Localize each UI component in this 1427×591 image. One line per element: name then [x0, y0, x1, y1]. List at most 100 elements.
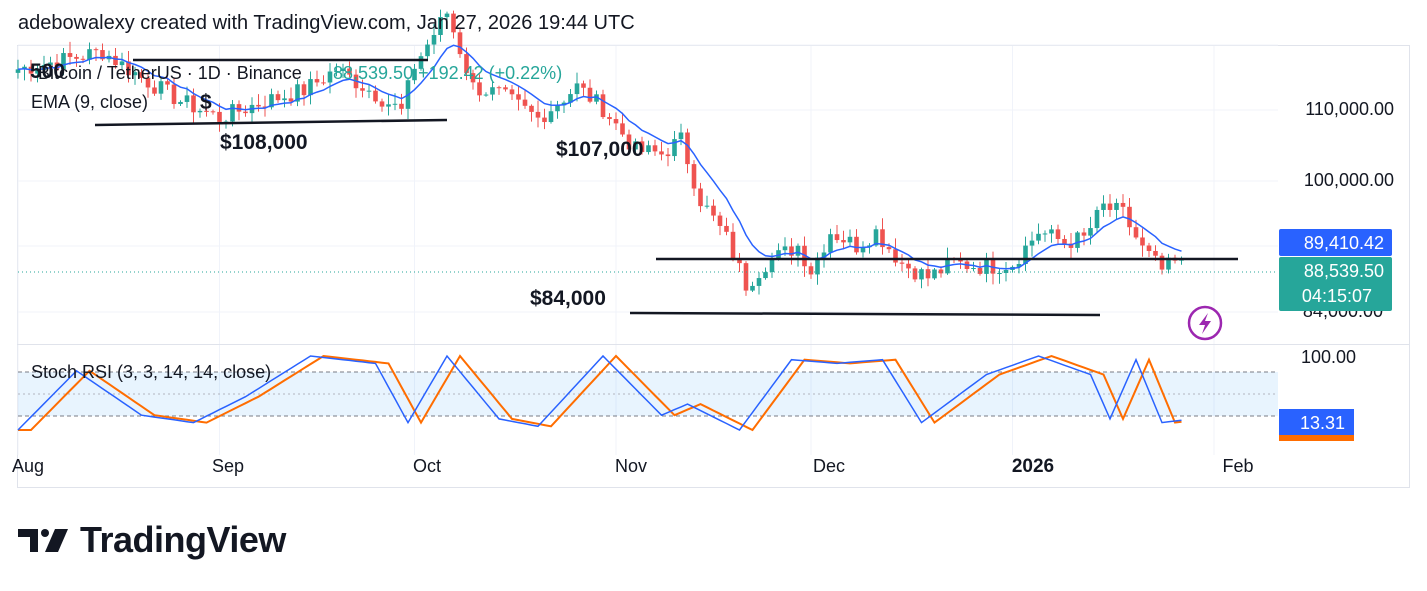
time-label-2026: 2026 [1012, 456, 1054, 477]
lightning-icon[interactable] [1187, 305, 1223, 341]
legend-symbol[interactable]: Bitcoin / TetherUS · 1D · Binance [38, 63, 302, 83]
candle [730, 223, 736, 262]
candle [685, 128, 690, 174]
candle [971, 261, 976, 272]
candle [1166, 253, 1171, 274]
trendline-108k[interactable] [94, 118, 448, 127]
candle [626, 129, 632, 152]
chart-caption: adebowalexy created with TradingView.com… [18, 12, 635, 34]
candle [314, 70, 320, 87]
candle [477, 74, 482, 102]
candle [1042, 230, 1048, 242]
candle [275, 90, 281, 103]
candle [1055, 224, 1061, 245]
candle [67, 41, 73, 65]
candle [789, 238, 794, 265]
candle [249, 97, 255, 124]
candle [665, 147, 671, 167]
candle [152, 80, 157, 96]
candle [1146, 242, 1152, 258]
stoch-rsi-label[interactable]: Stoch RSI (3, 3, 14, 14, close) [31, 362, 271, 382]
main-grid [17, 44, 1278, 344]
candle [1049, 225, 1054, 243]
candle [1036, 223, 1041, 245]
candle [1062, 235, 1067, 249]
annotation-107k: $107,000 [556, 138, 644, 161]
candle [932, 268, 937, 280]
candle [425, 39, 430, 62]
candle [659, 141, 664, 161]
candle [93, 47, 99, 61]
candle [145, 72, 151, 98]
candle [483, 92, 489, 97]
candle [1114, 198, 1119, 220]
candle [1016, 259, 1022, 274]
time-label-oct: Oct [413, 456, 441, 476]
candle [535, 100, 541, 128]
candle [691, 160, 697, 196]
candle [340, 63, 346, 78]
candle [301, 81, 307, 106]
countdown-label: 04:15:07 [1302, 286, 1372, 306]
candle [1101, 195, 1106, 217]
candle [711, 199, 716, 222]
candle [919, 267, 924, 289]
candle [574, 72, 580, 102]
candle [321, 75, 326, 86]
candle [516, 86, 521, 111]
candle [74, 54, 79, 67]
candle [997, 268, 1002, 284]
candle [412, 64, 417, 85]
stoch-k-line [17, 354, 1182, 431]
legend-overlay-char: $ [200, 91, 212, 114]
candle [405, 77, 411, 120]
candle [496, 85, 502, 95]
candle [529, 104, 534, 122]
candle [633, 138, 638, 153]
candle [1094, 206, 1100, 233]
candle [977, 261, 983, 276]
time-label-dec: Dec [813, 456, 845, 476]
ema-price-badge [1279, 229, 1392, 256]
candle [1159, 252, 1165, 275]
stoch-rsi-value: 13.31 [1300, 413, 1345, 433]
candle [126, 51, 131, 83]
candle [704, 195, 710, 209]
annotation-108k: $108,000 [220, 131, 308, 154]
candle [600, 89, 606, 120]
candle [379, 98, 385, 112]
candle [821, 244, 827, 268]
candle [945, 247, 950, 275]
candle [880, 218, 885, 255]
last-price-label: 88,539.50 [1304, 261, 1384, 281]
legend-overlay-digits: 500 [30, 60, 65, 83]
time-label-feb: Feb [1222, 456, 1253, 476]
candle [646, 140, 651, 155]
candle [418, 52, 424, 71]
candle [1179, 256, 1184, 265]
candle [61, 47, 66, 76]
stoch-d-line [18, 354, 1182, 432]
candle [334, 63, 339, 77]
candle [366, 84, 372, 99]
legend-indicator[interactable]: EMA (9, close) [31, 92, 148, 112]
rsi-grid [17, 345, 1215, 455]
tradingview-logo-icon [18, 529, 68, 552]
candle [756, 272, 762, 295]
candle [119, 52, 125, 70]
candle [808, 262, 814, 279]
candle [509, 84, 515, 100]
legend-price-change: 88,539.50 +192.42 (+0.22%) [333, 63, 562, 83]
candle [22, 64, 27, 81]
candle [1127, 198, 1132, 236]
stoch-rsi-d-badge [1279, 435, 1354, 441]
candle [834, 224, 840, 244]
candle [1029, 231, 1035, 257]
trendline-84k[interactable] [629, 311, 1101, 317]
candle [35, 64, 40, 83]
candle [912, 266, 918, 283]
candle [262, 95, 268, 117]
candle [1140, 228, 1145, 257]
brand[interactable]: TradingView [18, 519, 286, 561]
